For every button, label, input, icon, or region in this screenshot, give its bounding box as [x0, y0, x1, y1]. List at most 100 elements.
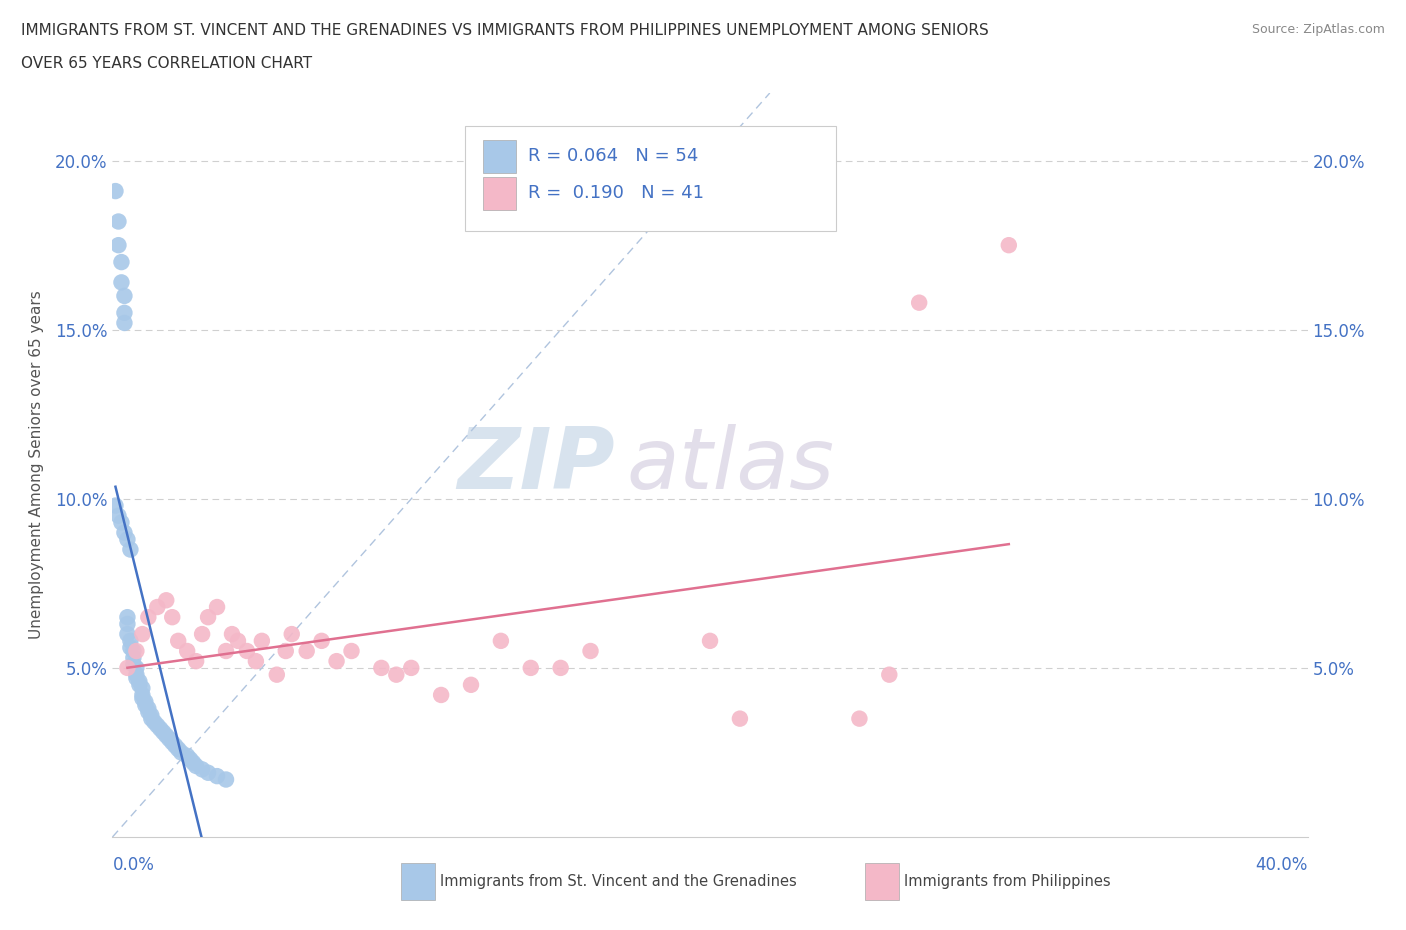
Point [186, 654, 208, 669]
Point [110, 515, 132, 530]
Point [152, 724, 174, 739]
Point [401, 660, 423, 675]
Point [176, 644, 198, 658]
Point [107, 214, 129, 229]
Point [191, 762, 214, 777]
Point [143, 714, 166, 729]
Point [430, 687, 453, 702]
Point [120, 640, 142, 655]
Point [125, 644, 148, 658]
Point [879, 667, 901, 682]
Point [107, 238, 129, 253]
Point [131, 687, 153, 702]
Point [157, 732, 180, 747]
Point [699, 633, 721, 648]
Point [370, 660, 392, 675]
Point [221, 627, 243, 642]
Point [155, 728, 177, 743]
Point [550, 660, 572, 675]
Text: OVER 65 YEARS CORRELATION CHART: OVER 65 YEARS CORRELATION CHART [21, 56, 312, 71]
Point [104, 183, 127, 198]
Point [155, 592, 177, 607]
Text: 0.0%: 0.0% [112, 856, 155, 873]
Point [128, 677, 150, 692]
Point [197, 765, 219, 780]
Point [146, 718, 169, 733]
Point [520, 660, 543, 675]
FancyBboxPatch shape [465, 126, 835, 231]
Text: 40.0%: 40.0% [1256, 856, 1308, 873]
Point [117, 627, 139, 642]
Point [104, 498, 127, 513]
Point [162, 735, 183, 750]
Point [250, 633, 273, 648]
Point [138, 704, 160, 719]
Point [128, 674, 150, 689]
Point [998, 238, 1021, 253]
Point [165, 738, 187, 753]
Point [117, 660, 139, 675]
Point [134, 698, 156, 712]
Point [295, 644, 318, 658]
Point [728, 711, 751, 726]
Point [114, 315, 135, 330]
Point [266, 667, 288, 682]
Point [122, 650, 145, 665]
Point [176, 749, 198, 764]
Point [117, 532, 139, 547]
Point [274, 644, 297, 658]
Point [489, 633, 512, 648]
FancyBboxPatch shape [484, 140, 516, 173]
Point [125, 660, 148, 675]
Point [908, 295, 931, 310]
Point [226, 633, 249, 648]
Point [138, 610, 160, 625]
Point [122, 644, 145, 658]
Point [134, 695, 156, 710]
Point [125, 671, 148, 685]
Point [215, 772, 238, 787]
Point [191, 627, 214, 642]
Point [579, 644, 602, 658]
Point [117, 610, 139, 625]
Point [120, 633, 142, 648]
Point [460, 677, 482, 692]
Y-axis label: Unemployment Among Seniors over 65 years: Unemployment Among Seniors over 65 years [30, 291, 44, 640]
Point [848, 711, 870, 726]
Point [114, 288, 135, 303]
Point [281, 627, 304, 642]
Text: IMMIGRANTS FROM ST. VINCENT AND THE GRENADINES VS IMMIGRANTS FROM PHILIPPINES UN: IMMIGRANTS FROM ST. VINCENT AND THE GREN… [21, 23, 988, 38]
Point [114, 305, 135, 320]
Point [138, 701, 160, 716]
Point [181, 755, 204, 770]
Point [215, 644, 238, 658]
Point [385, 667, 408, 682]
Text: Immigrants from St. Vincent and the Grenadines: Immigrants from St. Vincent and the Gren… [440, 874, 797, 889]
Point [325, 654, 347, 669]
Point [197, 610, 219, 625]
Point [186, 759, 208, 774]
Point [110, 255, 132, 270]
Point [141, 708, 163, 723]
Point [205, 769, 228, 784]
Point [125, 667, 148, 682]
Point [170, 745, 193, 760]
Point [167, 741, 190, 756]
Point [311, 633, 333, 648]
Point [110, 275, 132, 290]
Point [131, 627, 153, 642]
Text: Immigrants from Philippines: Immigrants from Philippines [904, 874, 1111, 889]
Point [131, 691, 153, 706]
Point [245, 654, 267, 669]
Point [141, 711, 163, 726]
Point [236, 644, 259, 658]
Point [340, 644, 363, 658]
Point [117, 617, 139, 631]
Point [107, 509, 129, 524]
Point [179, 751, 201, 766]
Point [162, 610, 183, 625]
Point [122, 658, 145, 672]
Point [167, 633, 190, 648]
FancyBboxPatch shape [484, 177, 516, 210]
Point [131, 681, 153, 696]
